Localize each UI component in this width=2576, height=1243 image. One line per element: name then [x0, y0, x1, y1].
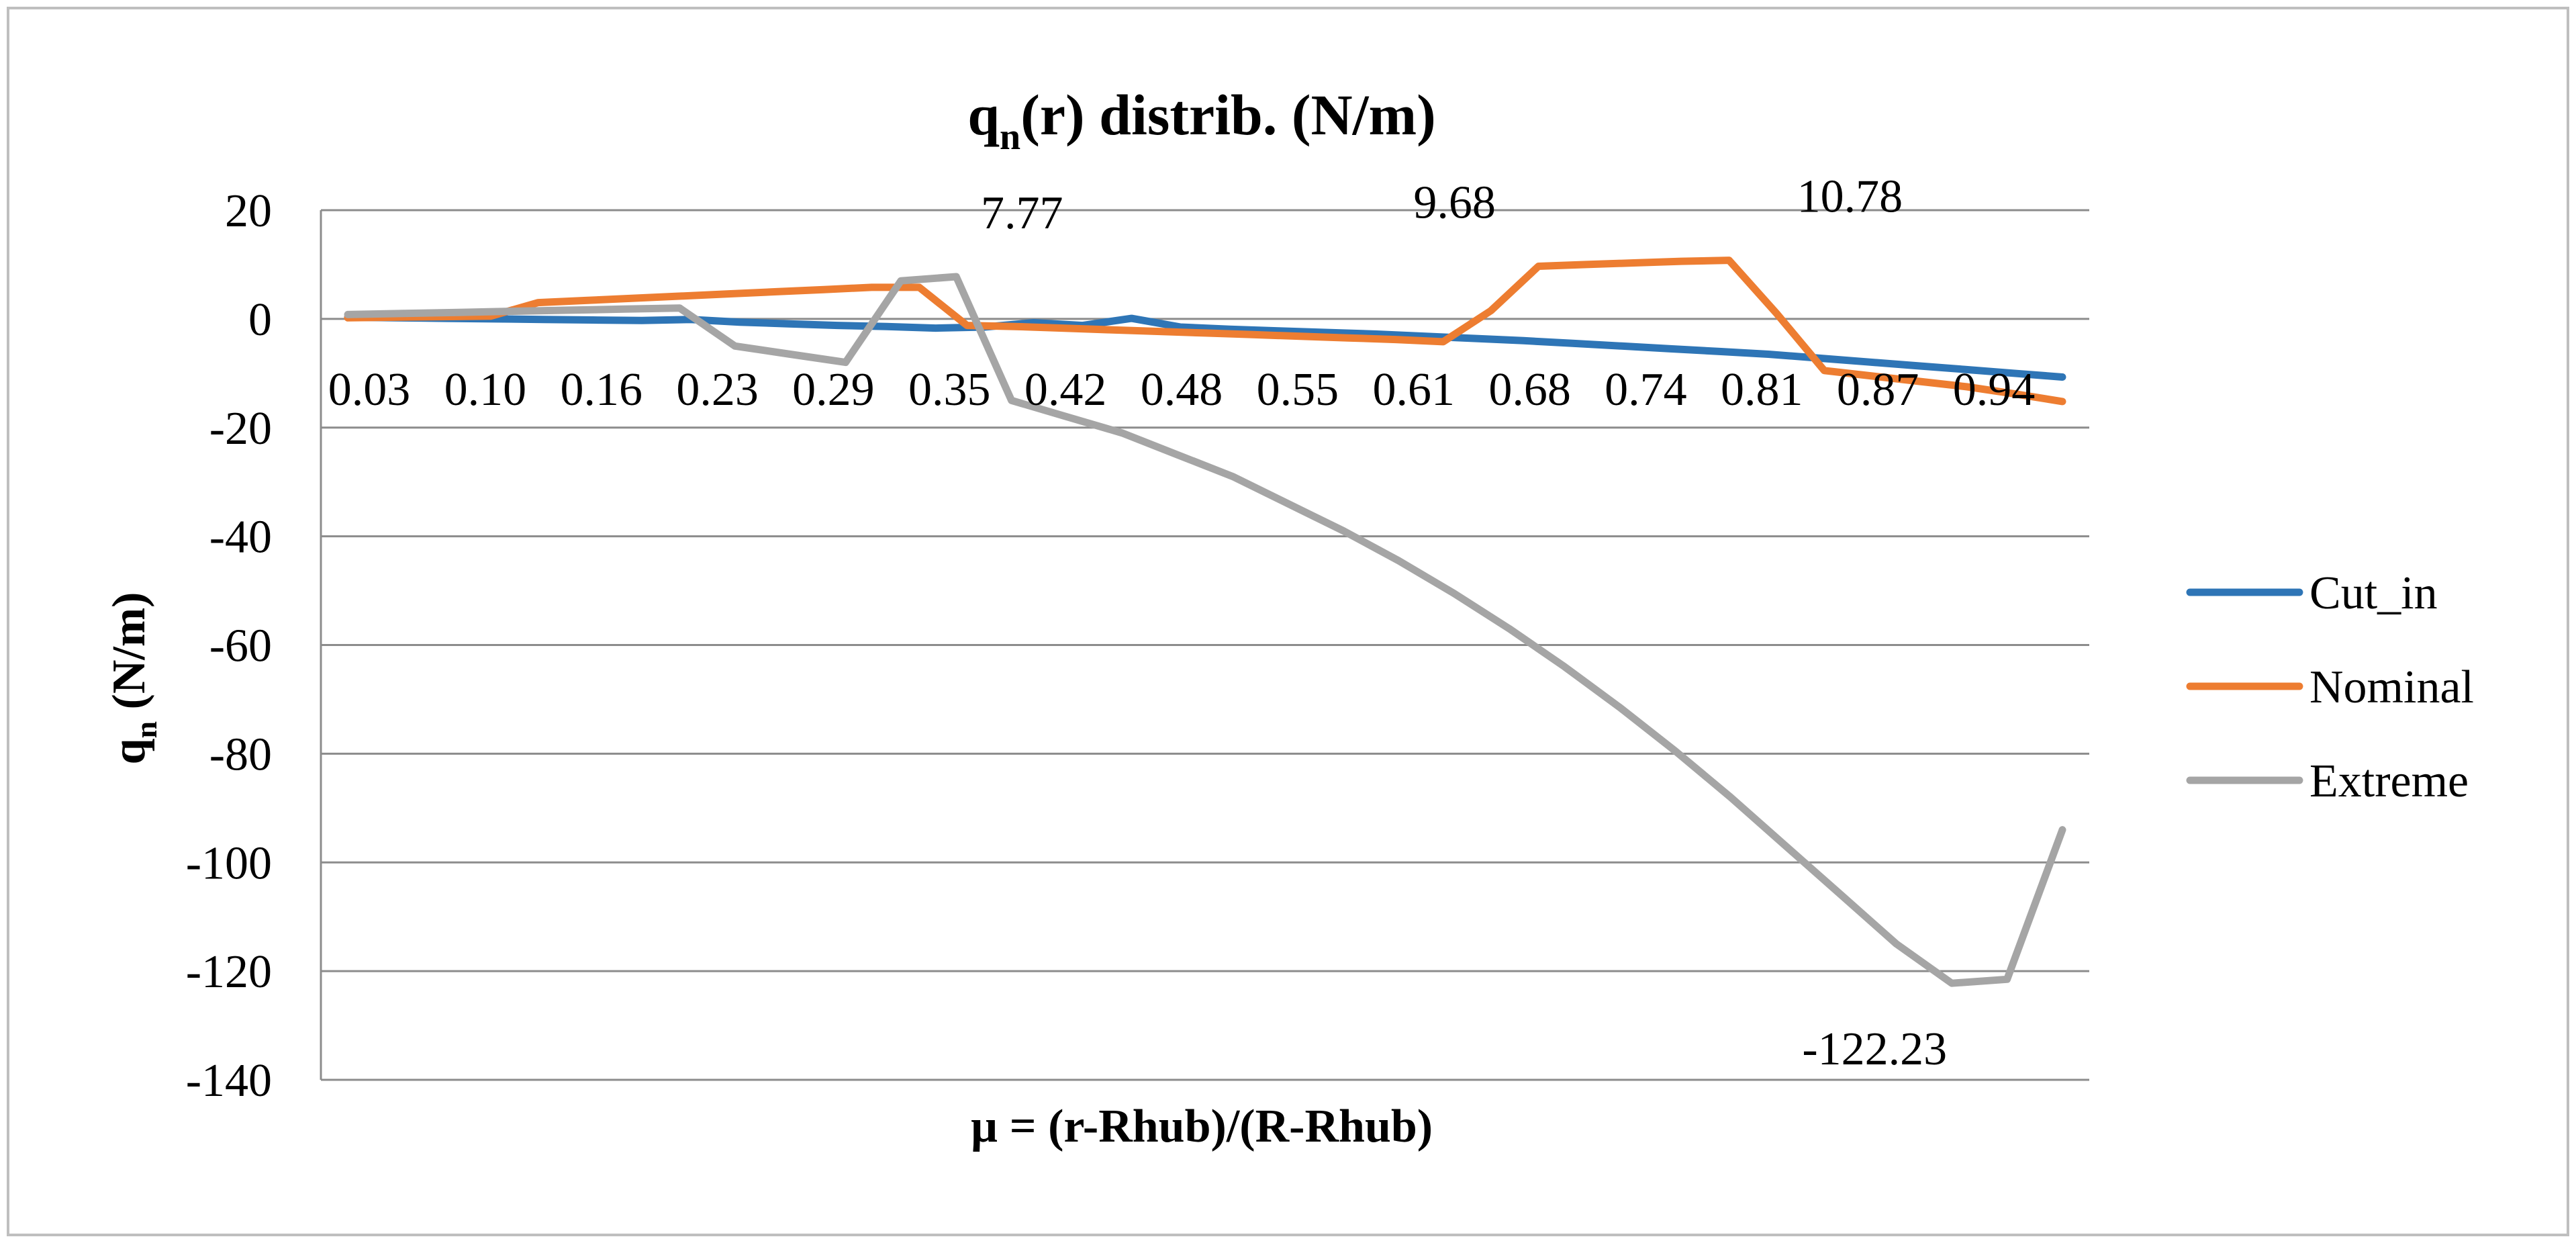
legend-label: Nominal — [2309, 661, 2474, 713]
x-tick-label: 0.42 — [1024, 364, 1107, 416]
data-label: 7.77 — [981, 187, 1063, 239]
x-tick-label: 0.48 — [1141, 364, 1223, 416]
x-axis-label: µ = (r-Rhub)/(R-Rhub) — [971, 1101, 1433, 1152]
x-tick-label: 0.03 — [328, 364, 411, 416]
x-tick-label: 0.35 — [908, 364, 991, 416]
y-tick-label: -60 — [209, 620, 272, 672]
x-tick-label: 0.55 — [1257, 364, 1339, 416]
data-label: 10.78 — [1797, 171, 1903, 223]
data-label: 9.68 — [1413, 177, 1496, 229]
y-axis-tick-labels: 20 0 -20 -40 -60 -80 -100 -120 -140 — [186, 185, 272, 1107]
y-tick-label: 0 — [248, 294, 272, 346]
chart-border — [7, 7, 2569, 1236]
y-axis-label-main: q — [103, 738, 155, 764]
y-tick-label: -80 — [209, 729, 272, 780]
legend-label: Cut_in — [2309, 567, 2438, 619]
x-tick-label: 0.16 — [560, 364, 642, 416]
x-tick-label: 0.10 — [444, 364, 527, 416]
series-lines — [344, 257, 2066, 987]
chart-title-main: q — [967, 83, 1000, 147]
x-tick-label: 0.81 — [1721, 364, 1803, 416]
data-labels: 7.77 9.68 10.78 -122.23 — [981, 171, 1947, 1076]
x-axis-tick-labels: 0.03 0.10 0.16 0.23 0.29 0.35 0.42 0.48 0.55 0.61… — [328, 364, 2036, 416]
y-tick-label: -140 — [186, 1055, 272, 1107]
y-tick-label: -20 — [209, 403, 272, 455]
y-axis-label: qn (N/m) — [103, 592, 163, 765]
y-axis-label-subscript: n — [129, 721, 163, 739]
chart-title-rest: (r) distrib. (N/m) — [1020, 83, 1436, 147]
series-line-nominal — [344, 257, 2066, 406]
y-axis-label-rest: (N/m) — [103, 592, 155, 721]
legend-label: Extreme — [2309, 755, 2469, 807]
x-tick-label: 0.29 — [792, 364, 875, 416]
x-tick-label: 0.61 — [1372, 364, 1455, 416]
legend: Cut_in Nominal Extreme — [2186, 567, 2474, 807]
data-label: -122.23 — [1802, 1023, 1947, 1075]
x-tick-label: 0.94 — [1953, 364, 2036, 416]
y-tick-label: 20 — [225, 185, 272, 237]
x-tick-label: 0.68 — [1488, 364, 1571, 416]
chart-title-subscript: n — [1000, 116, 1020, 158]
x-tick-label: 0.74 — [1605, 364, 1687, 416]
x-tick-label: 0.87 — [1837, 364, 1919, 416]
chart-title: qn(r) distrib. (N/m) — [967, 83, 1436, 158]
y-tick-label: -40 — [209, 512, 272, 563]
y-tick-label: -120 — [186, 946, 272, 998]
y-tick-label: -100 — [186, 837, 272, 889]
x-tick-label: 0.23 — [676, 364, 759, 416]
series-line-cut-in — [344, 313, 2066, 381]
series-line-extreme — [344, 273, 2066, 987]
